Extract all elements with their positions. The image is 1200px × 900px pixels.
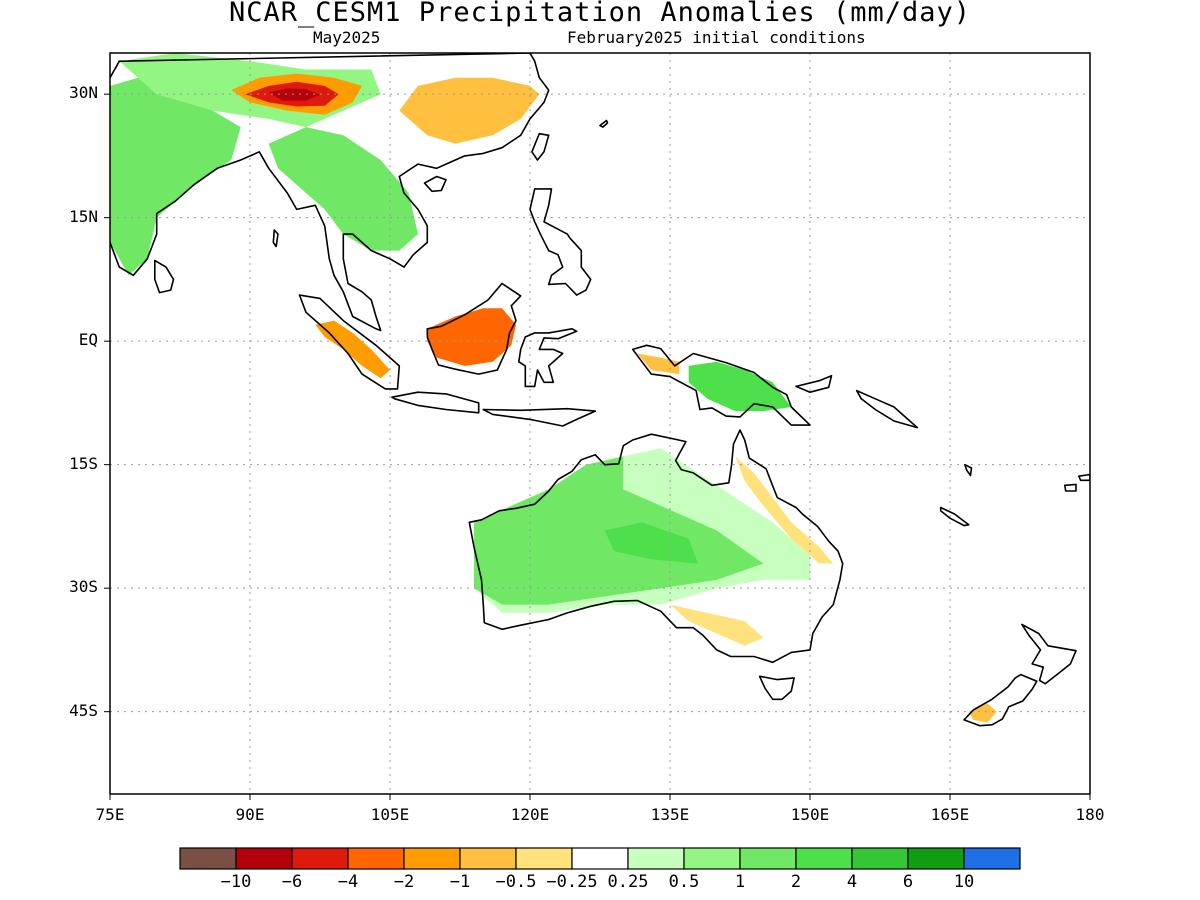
coastline-fiji-2 — [1078, 473, 1090, 482]
lat-label: EQ — [78, 330, 98, 350]
lon-label: 165E — [930, 805, 970, 824]
coastline-nz-south — [963, 673, 1038, 727]
colorbar-swatch — [291, 847, 349, 870]
colorbar-swatch — [179, 847, 237, 870]
coastline-new-caledonia — [939, 506, 970, 527]
colorbar-label: −6 — [281, 872, 303, 892]
anomaly-region-china-dry — [399, 77, 540, 144]
colorbar-label: 2 — [790, 872, 802, 892]
anomaly-region-australia-wet-core — [604, 522, 698, 564]
colorbar-swatch — [851, 847, 909, 870]
coastline-new-guinea — [631, 344, 811, 426]
anomaly-region-queensland-dry — [735, 456, 834, 564]
coastline-andaman — [272, 229, 279, 248]
colorbar-swatch — [963, 847, 1021, 870]
lon-label: 180 — [1075, 805, 1105, 824]
anomaly-region-india — [110, 77, 241, 276]
anomaly-region-indochina-green — [268, 127, 418, 251]
forecast-month: May2025 — [313, 28, 381, 47]
coastline-japan-ryukyu — [599, 119, 609, 128]
coastline-new-britain — [795, 374, 833, 394]
lat-label: 45S — [69, 700, 98, 720]
colorbar-label: −0.25 — [546, 872, 598, 892]
lon-label: 135E — [650, 805, 690, 824]
colorbar-label: −0.5 — [495, 872, 537, 892]
coastline-sumatra — [298, 294, 401, 390]
coastline-vanuatu — [964, 463, 973, 477]
lon-label: 105E — [370, 805, 410, 824]
coastline-india-coast — [110, 53, 550, 332]
lat-label: 15S — [69, 453, 98, 473]
colorbar-swatch — [907, 847, 965, 870]
anomaly-region-nz-dry — [968, 703, 997, 723]
anomaly-shading — [110, 53, 997, 723]
initial-conditions: February2025 initial conditions — [567, 28, 866, 47]
anomaly-region-papua-dry — [637, 353, 680, 375]
anomaly-region-se-australia-dry — [670, 604, 764, 646]
graticule — [104, 53, 1091, 800]
colorbar-swatch — [627, 847, 685, 870]
coastline-borneo — [426, 282, 522, 375]
colorbar-label: −10 — [220, 872, 252, 892]
colorbar-label: −4 — [337, 872, 359, 892]
colorbar-swatch — [459, 847, 517, 870]
lon-label: 150E — [790, 805, 830, 824]
coastline-sri-lanka — [154, 259, 175, 294]
colorbar-swatch — [235, 847, 293, 870]
lon-label: 120E — [510, 805, 550, 824]
anomaly-region-png-green — [688, 361, 792, 412]
colorbar-label: −1 — [449, 872, 471, 892]
lon-label: 75E — [95, 805, 125, 824]
coastline-lesser-sunda — [482, 407, 597, 427]
map-frame — [109, 52, 1091, 795]
colorbar-label: 0.25 — [607, 872, 649, 892]
coastline-tasmania — [758, 675, 795, 701]
coastline-fiji — [1064, 483, 1077, 492]
coastline-sulawesi — [517, 327, 578, 388]
lat-label: 15N — [69, 206, 98, 226]
colorbar — [179, 847, 1021, 870]
colorbar-label: 1 — [734, 872, 746, 892]
colorbar-swatch — [795, 847, 853, 870]
map-title: NCAR_CESM1 Precipitation Anomalies (mm/d… — [229, 0, 971, 28]
colorbar-swatch — [515, 847, 573, 870]
colorbar-label: 4 — [846, 872, 858, 892]
coastlines — [110, 53, 1090, 727]
lon-label: 90E — [235, 805, 265, 824]
coastline-java — [391, 391, 480, 414]
colorbar-swatch — [739, 847, 797, 870]
colorbar-swatch — [571, 847, 629, 870]
colorbar-label: 6 — [902, 872, 914, 892]
coastline-nz-north — [1021, 623, 1077, 685]
anomaly-region-tibet-dry-core — [268, 88, 320, 101]
coastline-philippines — [529, 188, 592, 296]
lat-label: 30N — [69, 83, 98, 103]
colorbar-swatch — [347, 847, 405, 870]
colorbar-swatch — [683, 847, 741, 870]
coastline-hainan — [423, 175, 447, 193]
coastline-taiwan — [531, 132, 550, 161]
colorbar-swatch — [403, 847, 461, 870]
anomaly-region-sumatra-dry — [315, 320, 390, 379]
lat-label: 30S — [69, 577, 98, 597]
coastline-solomon — [855, 389, 919, 429]
colorbar-label: 10 — [953, 872, 975, 892]
coastline-australia — [468, 429, 844, 664]
colorbar-label: 0.5 — [668, 872, 700, 892]
colorbar-label: −2 — [393, 872, 415, 892]
